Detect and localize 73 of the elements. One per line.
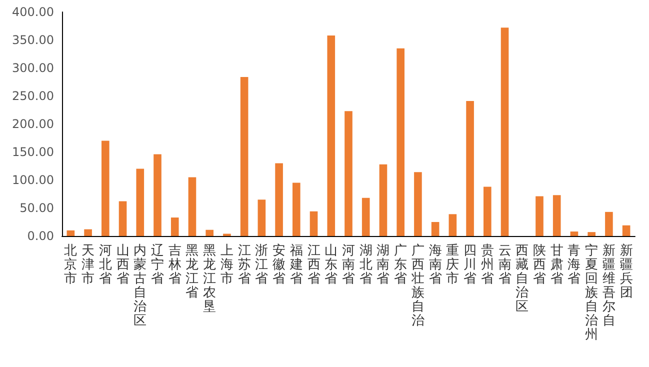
x-tick-label: 吉林省 xyxy=(167,244,182,286)
x-tick-label: 上海市 xyxy=(220,244,234,286)
bar xyxy=(622,225,630,236)
x-tick-label: 新疆兵团 xyxy=(620,244,633,300)
bar xyxy=(362,198,370,236)
x-tick-label: 贵州省 xyxy=(480,244,494,286)
bar xyxy=(327,36,336,236)
y-tick-label: 250.00 xyxy=(12,89,54,103)
bar xyxy=(396,48,404,236)
bar xyxy=(292,182,300,236)
x-tick-label: 内蒙古自治区 xyxy=(134,244,147,328)
bar xyxy=(588,232,596,236)
bar xyxy=(484,186,492,236)
x-tick-label: 福建省 xyxy=(288,244,303,286)
x-tick-label: 河北省 xyxy=(98,244,112,286)
y-tick-label: 0.00 xyxy=(27,229,54,243)
bar xyxy=(154,154,162,236)
bar xyxy=(310,211,318,236)
bar xyxy=(102,140,110,236)
bar xyxy=(258,200,266,236)
y-tick-label: 300.00 xyxy=(12,61,54,75)
y-tick-label: 150.00 xyxy=(12,145,54,159)
x-tick-label: 湖南省 xyxy=(376,244,390,286)
x-tick-label: 海南省 xyxy=(428,244,442,286)
x-tick-label: 宁夏回族自治州 xyxy=(585,242,598,342)
bar xyxy=(379,164,388,236)
bar xyxy=(188,177,196,236)
y-tick-label: 350.00 xyxy=(12,33,54,47)
y-tick-label: 100.00 xyxy=(12,173,54,187)
bar xyxy=(66,230,75,236)
y-tick-label: 400.00 xyxy=(12,5,54,19)
x-tick-label: 新疆维吾尔自 xyxy=(602,244,616,328)
x-tick-label: 浙江省 xyxy=(255,244,268,286)
x-tick-label: 江西省 xyxy=(307,244,320,286)
x-tick-label: 天津市 xyxy=(82,244,95,286)
bar xyxy=(240,76,248,236)
bar xyxy=(431,222,440,236)
bar xyxy=(344,111,352,236)
x-tick-label: 山东省 xyxy=(324,244,338,286)
x-tick-label: 四川省 xyxy=(464,244,477,286)
bar xyxy=(448,214,457,236)
bar xyxy=(84,229,92,236)
bar xyxy=(552,195,561,236)
x-tick-label: 云南省 xyxy=(498,244,512,286)
x-tick-label: 重庆市 xyxy=(446,244,460,286)
bar xyxy=(414,172,422,236)
x-tick-label: 黑龙江省 xyxy=(186,244,199,300)
bar xyxy=(536,196,544,236)
x-tick-label: 青海省 xyxy=(568,244,581,286)
x-tick-label: 山西省 xyxy=(116,244,130,286)
bar xyxy=(170,218,179,236)
bar xyxy=(605,212,613,236)
y-tick-label: 200.00 xyxy=(12,117,54,131)
bar xyxy=(118,201,127,236)
x-tick-label: 黑龙江农垦 xyxy=(203,244,216,314)
x-tick-label: 河南省 xyxy=(342,244,355,286)
x-tick-label: 陕西省 xyxy=(533,244,546,286)
x-tick-label: 安徽省 xyxy=(272,242,286,286)
x-tick-label: 西藏自治区 xyxy=(516,244,529,314)
bar xyxy=(275,163,283,236)
bar xyxy=(466,101,474,236)
bar xyxy=(206,230,214,236)
x-tick-label: 广西壮族自治 xyxy=(410,244,424,328)
x-tick-label: 广东省 xyxy=(394,244,408,286)
x-tick-label: 甘肃省 xyxy=(550,244,564,286)
x-tick-label: 北京市 xyxy=(64,244,78,286)
x-tick-label: 辽宁省 xyxy=(151,244,164,286)
bar xyxy=(136,168,144,236)
x-tick-label: 湖北省 xyxy=(359,244,372,286)
bar xyxy=(570,232,578,236)
y-tick-label: 50.00 xyxy=(20,201,54,215)
bar xyxy=(500,28,509,236)
x-tick-label: 江苏省 xyxy=(238,244,251,286)
